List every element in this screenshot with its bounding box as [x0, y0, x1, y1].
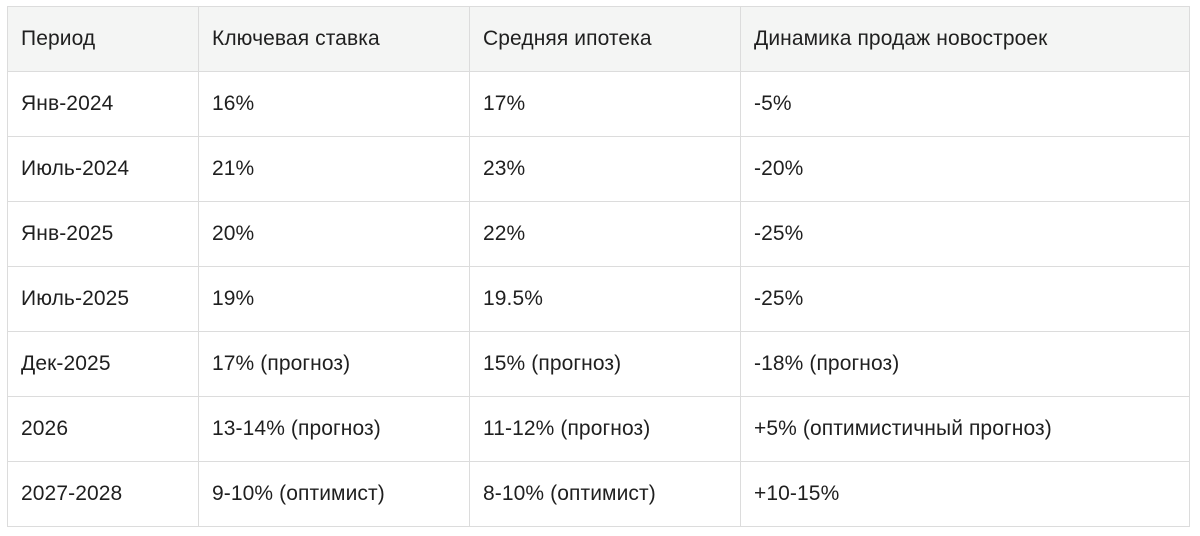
data-table: Период Ключевая ставка Средняя ипотека Д…: [7, 6, 1190, 527]
cell-period: Июль-2025: [7, 266, 199, 332]
table-row: Янв-2025 20% 22% -25%: [7, 201, 1190, 267]
cell-key-rate: 17% (прогноз): [198, 331, 470, 397]
cell-sales-dynamics: -25%: [740, 266, 1190, 332]
cell-key-rate: 20%: [198, 201, 470, 267]
cell-period: Янв-2024: [7, 71, 199, 137]
cell-key-rate: 19%: [198, 266, 470, 332]
header-period: Период: [7, 6, 199, 72]
cell-sales-dynamics: -25%: [740, 201, 1190, 267]
cell-avg-mortgage: 19.5%: [469, 266, 741, 332]
cell-period: Июль-2024: [7, 136, 199, 202]
table-row: Июль-2024 21% 23% -20%: [7, 136, 1190, 202]
cell-sales-dynamics: +10-15%: [740, 461, 1190, 527]
cell-avg-mortgage: 22%: [469, 201, 741, 267]
data-table-container: Период Ключевая ставка Средняя ипотека Д…: [7, 6, 1190, 527]
cell-period: 2027-2028: [7, 461, 199, 527]
cell-sales-dynamics: -5%: [740, 71, 1190, 137]
cell-key-rate: 21%: [198, 136, 470, 202]
cell-avg-mortgage: 17%: [469, 71, 741, 137]
table-body: Янв-2024 16% 17% -5% Июль-2024 21% 23% -…: [7, 71, 1190, 527]
table-header: Период Ключевая ставка Средняя ипотека Д…: [7, 6, 1190, 72]
cell-period: Дек-2025: [7, 331, 199, 397]
header-key-rate: Ключевая ставка: [198, 6, 470, 72]
cell-sales-dynamics: -18% (прогноз): [740, 331, 1190, 397]
cell-avg-mortgage: 11-12% (прогноз): [469, 396, 741, 462]
cell-sales-dynamics: -20%: [740, 136, 1190, 202]
cell-key-rate: 16%: [198, 71, 470, 137]
header-avg-mortgage: Средняя ипотека: [469, 6, 741, 72]
header-sales-dynamics: Динамика продаж новостроек: [740, 6, 1190, 72]
table-row: 2026 13-14% (прогноз) 11-12% (прогноз) +…: [7, 396, 1190, 462]
cell-sales-dynamics: +5% (оптимистичный прогноз): [740, 396, 1190, 462]
table-row: Дек-2025 17% (прогноз) 15% (прогноз) -18…: [7, 331, 1190, 397]
table-row: Июль-2025 19% 19.5% -25%: [7, 266, 1190, 332]
cell-period: 2026: [7, 396, 199, 462]
table-row: Янв-2024 16% 17% -5%: [7, 71, 1190, 137]
cell-avg-mortgage: 8-10% (оптимист): [469, 461, 741, 527]
cell-avg-mortgage: 15% (прогноз): [469, 331, 741, 397]
cell-period: Янв-2025: [7, 201, 199, 267]
cell-key-rate: 9-10% (оптимист): [198, 461, 470, 527]
table-row: 2027-2028 9-10% (оптимист) 8-10% (оптими…: [7, 461, 1190, 527]
header-row: Период Ключевая ставка Средняя ипотека Д…: [7, 6, 1190, 72]
cell-avg-mortgage: 23%: [469, 136, 741, 202]
cell-key-rate: 13-14% (прогноз): [198, 396, 470, 462]
